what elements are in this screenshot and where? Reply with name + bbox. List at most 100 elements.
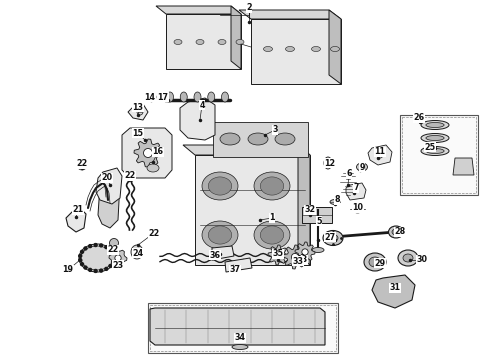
Circle shape <box>105 246 108 249</box>
Text: 21: 21 <box>73 206 84 215</box>
Circle shape <box>84 247 87 250</box>
Polygon shape <box>268 245 288 265</box>
Ellipse shape <box>328 234 338 242</box>
Polygon shape <box>225 258 252 272</box>
Text: 22: 22 <box>124 171 136 180</box>
Circle shape <box>377 152 383 158</box>
Polygon shape <box>150 308 325 345</box>
Text: 27: 27 <box>324 233 336 242</box>
Polygon shape <box>329 10 341 84</box>
Ellipse shape <box>174 40 182 45</box>
Polygon shape <box>295 242 315 262</box>
Ellipse shape <box>248 133 268 145</box>
Text: 22: 22 <box>107 246 119 255</box>
Text: 32: 32 <box>304 206 316 215</box>
Ellipse shape <box>426 122 444 127</box>
Circle shape <box>113 256 116 260</box>
Ellipse shape <box>208 177 232 195</box>
Ellipse shape <box>324 157 332 169</box>
Circle shape <box>77 160 87 170</box>
Text: 15: 15 <box>132 129 144 138</box>
Ellipse shape <box>218 40 226 45</box>
Ellipse shape <box>254 221 290 249</box>
Bar <box>400 115 478 195</box>
Circle shape <box>105 267 108 270</box>
Text: 37: 37 <box>229 266 241 274</box>
Ellipse shape <box>312 248 324 252</box>
Ellipse shape <box>264 46 272 51</box>
Bar <box>150 305 336 351</box>
Text: 22: 22 <box>148 229 160 238</box>
Circle shape <box>84 266 87 269</box>
Circle shape <box>99 269 103 272</box>
Ellipse shape <box>286 46 294 51</box>
Circle shape <box>144 148 152 158</box>
Polygon shape <box>372 275 415 308</box>
Ellipse shape <box>167 92 173 102</box>
Circle shape <box>80 250 84 253</box>
Ellipse shape <box>260 226 284 244</box>
Ellipse shape <box>398 250 418 266</box>
Polygon shape <box>453 158 474 175</box>
Ellipse shape <box>109 238 119 248</box>
Polygon shape <box>156 6 241 14</box>
Ellipse shape <box>254 172 290 200</box>
Ellipse shape <box>403 254 413 262</box>
Bar <box>148 303 338 353</box>
Text: 36: 36 <box>210 251 220 260</box>
Ellipse shape <box>202 172 238 200</box>
Ellipse shape <box>330 199 340 204</box>
Circle shape <box>112 252 115 255</box>
Ellipse shape <box>208 92 215 102</box>
Polygon shape <box>231 6 241 69</box>
Polygon shape <box>183 145 310 155</box>
Circle shape <box>137 109 143 115</box>
Text: 18: 18 <box>296 256 308 265</box>
Text: 6: 6 <box>346 170 352 179</box>
Circle shape <box>80 263 84 266</box>
Ellipse shape <box>202 221 238 249</box>
Text: 1: 1 <box>269 213 275 222</box>
Text: 24: 24 <box>132 248 144 257</box>
Ellipse shape <box>357 163 368 171</box>
Circle shape <box>94 269 97 273</box>
Text: 23: 23 <box>112 261 123 270</box>
Circle shape <box>94 244 97 247</box>
Ellipse shape <box>180 92 187 102</box>
Text: 28: 28 <box>394 228 406 237</box>
Ellipse shape <box>236 40 244 45</box>
Ellipse shape <box>426 148 444 153</box>
Ellipse shape <box>260 177 284 195</box>
Text: 22: 22 <box>76 159 88 168</box>
Text: 8: 8 <box>334 195 340 204</box>
Ellipse shape <box>421 134 449 143</box>
Polygon shape <box>368 145 392 165</box>
Circle shape <box>109 248 112 252</box>
Text: 25: 25 <box>424 143 436 152</box>
Text: 31: 31 <box>390 284 400 292</box>
Circle shape <box>115 255 121 261</box>
Polygon shape <box>212 246 234 260</box>
Text: 3: 3 <box>272 126 278 135</box>
Text: 19: 19 <box>63 266 74 274</box>
Text: 10: 10 <box>352 203 364 212</box>
Ellipse shape <box>81 246 113 270</box>
Circle shape <box>275 252 281 258</box>
Circle shape <box>113 256 116 260</box>
Circle shape <box>89 269 92 271</box>
Circle shape <box>89 244 92 248</box>
Text: 9: 9 <box>359 162 365 171</box>
Ellipse shape <box>131 245 143 259</box>
Ellipse shape <box>220 133 240 145</box>
Ellipse shape <box>421 147 449 156</box>
Text: 5: 5 <box>316 216 322 225</box>
Polygon shape <box>166 14 241 69</box>
Circle shape <box>292 253 298 261</box>
Ellipse shape <box>323 230 343 246</box>
Text: 17: 17 <box>157 93 169 102</box>
Ellipse shape <box>312 46 320 51</box>
Text: 35: 35 <box>272 249 284 258</box>
Circle shape <box>354 205 362 213</box>
Ellipse shape <box>221 92 228 102</box>
Polygon shape <box>134 139 162 167</box>
